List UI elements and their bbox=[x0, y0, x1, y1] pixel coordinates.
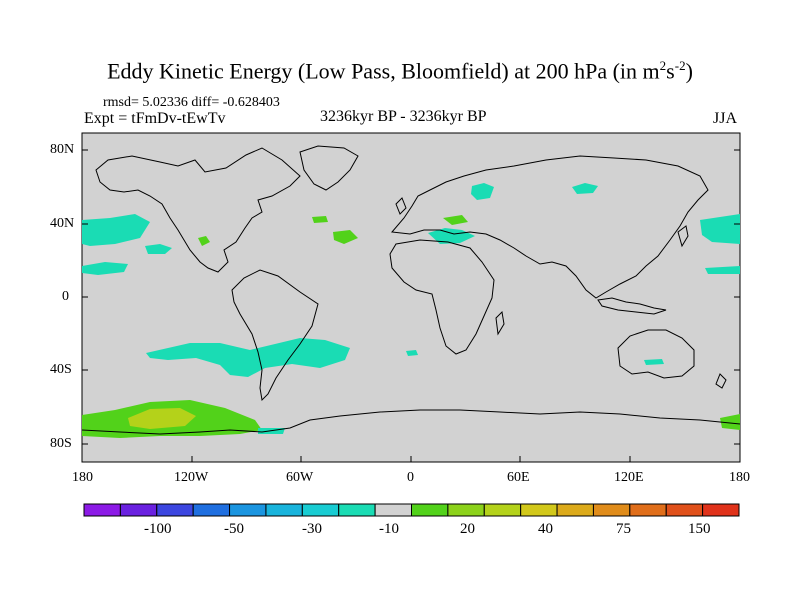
colorbar-swatch bbox=[483, 503, 522, 517]
lon-tick-label: 0 bbox=[407, 470, 414, 485]
colorbar-label: 20 bbox=[460, 521, 475, 537]
colorbar-swatch bbox=[592, 503, 631, 517]
lat-tick-label: 80N bbox=[50, 142, 75, 157]
anomaly-n-pacific-east bbox=[82, 262, 128, 275]
lat-tick-label: 80S bbox=[50, 436, 72, 451]
period-label: 3236kyr BP - 3236kyr BP bbox=[320, 108, 487, 125]
anomaly-n-pacific-mid bbox=[145, 244, 172, 254]
colorbar-swatch bbox=[556, 503, 594, 517]
map-title: Eddy Kinetic Energy (Low Pass, Bloomfiel… bbox=[107, 58, 693, 84]
colorbar-swatch bbox=[629, 503, 667, 517]
coast-eurasia bbox=[391, 155, 709, 299]
colorbar bbox=[83, 503, 740, 517]
colorbar-swatch bbox=[301, 503, 340, 517]
colorbar-swatch bbox=[411, 503, 449, 517]
colorbar-label: -30 bbox=[302, 521, 322, 537]
anomaly-n-atlantic-green bbox=[312, 216, 328, 223]
colorbar-swatch bbox=[83, 503, 121, 517]
stats-label: rmsd= 5.02336 diff= -0.628403 bbox=[103, 95, 280, 110]
colorbar-label: 75 bbox=[616, 521, 631, 537]
coast-africa bbox=[389, 239, 495, 355]
coast-south-america bbox=[231, 269, 319, 402]
anomaly-med-green bbox=[443, 215, 468, 225]
colorbar-label: -10 bbox=[379, 521, 399, 537]
anomaly-asia bbox=[572, 183, 598, 194]
lon-tick-label: 180 bbox=[72, 470, 93, 485]
colorbar-swatch bbox=[338, 503, 376, 517]
coast-madagascar bbox=[495, 310, 505, 336]
coastlines bbox=[81, 145, 741, 435]
coast-australia bbox=[617, 329, 695, 379]
colorbar-swatch bbox=[665, 503, 704, 517]
anomaly-antarctic-pacific-core bbox=[128, 408, 196, 429]
axis-ticks bbox=[81, 149, 741, 462]
coast-uk bbox=[395, 197, 407, 215]
coast-antarctica bbox=[81, 409, 741, 435]
colorbar-swatch bbox=[229, 503, 267, 517]
lat-tick-label: 40S bbox=[50, 362, 72, 377]
colorbar-swatch bbox=[119, 503, 158, 517]
colorbar-swatch bbox=[265, 503, 303, 517]
anomaly-med-cyan bbox=[428, 228, 475, 244]
anomaly-europe bbox=[471, 183, 494, 200]
colorbar-swatch bbox=[156, 503, 194, 517]
lat-tick-label: 40N bbox=[50, 216, 75, 231]
anomaly-w-pacific-north bbox=[700, 214, 740, 244]
colorbar-label: 150 bbox=[688, 521, 711, 537]
coast-north-america bbox=[95, 147, 301, 273]
colorbar-swatch bbox=[520, 503, 558, 517]
anomaly-w-pacific-south bbox=[705, 266, 740, 274]
anomaly-mexico-green bbox=[198, 236, 210, 246]
colorbar-swatch bbox=[447, 503, 485, 517]
anomaly-n-atlantic-green-2 bbox=[333, 230, 358, 244]
colorbar-swatch bbox=[702, 503, 740, 517]
anomaly-australia-cyan bbox=[644, 359, 664, 365]
anomaly-n-pacific-west bbox=[82, 214, 150, 246]
anomaly-s-pacific-band bbox=[146, 338, 350, 377]
lon-tick-label: 180 bbox=[729, 470, 750, 485]
season-label: JJA bbox=[713, 110, 738, 127]
anomaly-antarctic-indian bbox=[720, 414, 740, 430]
lon-tick-label: 120W bbox=[174, 470, 209, 485]
colorbar-label: -100 bbox=[144, 521, 172, 537]
lon-tick-label: 120E bbox=[614, 470, 644, 485]
coast-new-zealand bbox=[715, 373, 727, 389]
lon-tick-label: 60W bbox=[286, 470, 314, 485]
anomaly-fills bbox=[82, 183, 740, 438]
experiment-label: Expt = tFmDv-tEwTv bbox=[84, 110, 226, 127]
coast-japan bbox=[677, 225, 689, 248]
colorbar-swatch bbox=[374, 503, 412, 517]
anomaly-s-atlantic bbox=[406, 350, 418, 356]
lat-tick-label: 0 bbox=[62, 289, 69, 304]
colorbar-swatch bbox=[192, 503, 231, 517]
coast-indonesia bbox=[597, 297, 667, 315]
lon-tick-label: 60E bbox=[507, 470, 530, 485]
colorbar-label: 40 bbox=[538, 521, 553, 537]
coast-greenland bbox=[299, 145, 359, 191]
colorbar-label: -50 bbox=[224, 521, 244, 537]
